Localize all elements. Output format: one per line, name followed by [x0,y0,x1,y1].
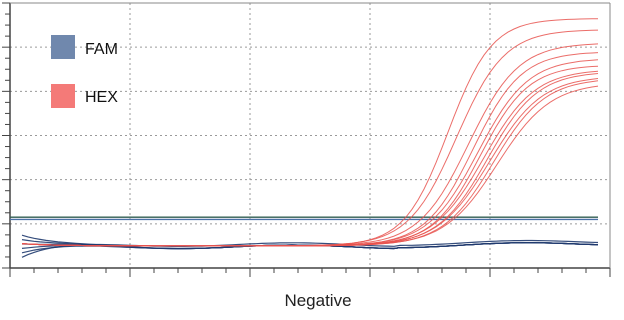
chart-axes [2,2,611,277]
hex-curve [21,85,599,247]
legend-swatch-fam [51,35,75,59]
legend: FAM HEX [51,35,118,108]
legend-label-fam: FAM [85,41,118,58]
hex-series [21,18,599,247]
fam-curve [21,239,599,258]
legend-label-hex: HEX [85,89,118,106]
x-axis-label: Negative [284,291,351,310]
threshold-lines [10,216,598,221]
legend-swatch-hex [51,84,75,108]
hex-curve [21,29,599,247]
hex-curve [21,43,599,247]
hex-curve [21,59,599,247]
